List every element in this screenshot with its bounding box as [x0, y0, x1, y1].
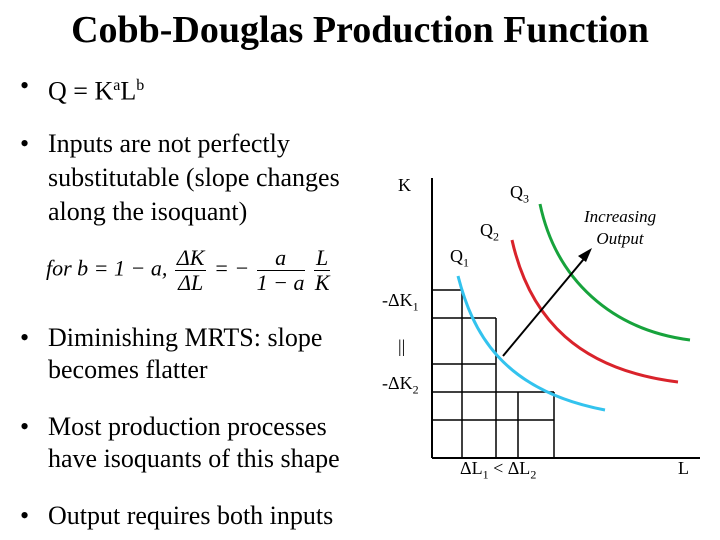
- fraction-numerator: ΔK: [174, 245, 207, 271]
- isoquant-q3: [538, 203, 691, 342]
- q1-label: Q1: [450, 246, 469, 270]
- bullet-line: have isoquants of this shape: [48, 444, 340, 473]
- bullet-line: Inputs are not perfectly: [48, 129, 290, 158]
- q2-label: Q2: [480, 220, 499, 244]
- slide-title: Cobb-Douglas Production Function: [71, 9, 649, 51]
- bullet-line: Diminishing MRTS: slope: [48, 323, 323, 352]
- isoquant-q2: [510, 239, 679, 384]
- fraction-denominator: 1 − a: [256, 270, 305, 295]
- fraction-denominator: K: [314, 270, 330, 295]
- fraction-numerator: L: [314, 245, 331, 271]
- arrow-head-icon: [578, 248, 592, 262]
- formula-text: Q = K: [48, 76, 114, 106]
- y-axis-label: K: [398, 175, 411, 195]
- fraction-denominator: ΔL: [178, 270, 204, 295]
- delta-l-comparison: ΔL1 < ΔL2: [460, 458, 537, 482]
- equation-condition: for b = 1 − a,: [46, 255, 168, 281]
- bullet-line: becomes flatter: [48, 355, 208, 384]
- bullet-marker: •: [20, 412, 30, 441]
- increasing-output-label: Increasing Output: [584, 207, 657, 248]
- x-axis-label: L: [678, 458, 689, 478]
- bullet-line: substitutable (slope changes: [48, 163, 340, 192]
- bullet-line: Most production processes: [48, 412, 327, 441]
- bullet-marker: •: [20, 323, 30, 352]
- delta-k2-label: -ΔK2: [382, 373, 419, 397]
- fraction-numerator: a: [256, 246, 305, 271]
- q3-label: Q3: [510, 182, 529, 206]
- increasing-output-arrow: [502, 253, 589, 357]
- bullet-marker: •: [20, 71, 30, 100]
- bullet-marker: •: [20, 129, 30, 158]
- bullet-line: along the isoquant): [48, 197, 248, 226]
- formula-L: L: [120, 76, 137, 106]
- exponent-b: b: [136, 77, 145, 94]
- delta-k1-label: -ΔK1: [382, 290, 419, 314]
- exponent-a: a: [113, 77, 121, 94]
- delta-boxes: [432, 289, 555, 458]
- equation-equals: = −: [213, 255, 250, 281]
- equal-sign-label: ||: [398, 336, 406, 356]
- bullet-marker: •: [20, 501, 30, 530]
- fraction-dk-dl: ΔK ΔL: [174, 245, 207, 295]
- isoquant-q1: [456, 275, 606, 412]
- bullet-line: Output requires both inputs: [48, 501, 334, 530]
